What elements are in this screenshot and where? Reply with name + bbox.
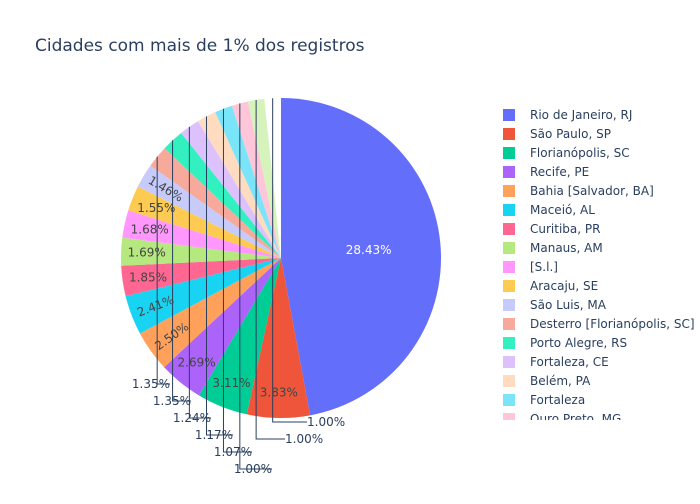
legend-item-ouro-preto-mg[interactable]: Ouro Preto, MG xyxy=(503,412,621,426)
legend-item-florianopolis-sc[interactable]: Florianópolis, SC xyxy=(503,146,630,160)
legend-item-bahia-salvador-ba[interactable]: Bahia [Salvador, BA] xyxy=(503,184,654,198)
legend-label: Maceió, AL xyxy=(530,203,595,217)
legend-swatch xyxy=(503,375,515,387)
legend-swatch xyxy=(503,394,515,406)
pie-slice-6-maceio-al[interactable] xyxy=(125,258,281,334)
legend-item-curitiba-pr[interactable]: Curitiba, PR xyxy=(503,222,600,236)
legend-swatch xyxy=(503,299,515,311)
percent-label-1: 28.43% xyxy=(346,243,392,257)
legend-label: [S.l.] xyxy=(530,260,558,274)
pie-slice-8-manaus-am[interactable] xyxy=(121,237,281,266)
percent-label-10: 1.55% xyxy=(137,201,175,215)
leader-line-16 xyxy=(222,108,252,453)
leader-line-17 xyxy=(239,103,272,470)
leader-line-19 xyxy=(272,98,307,423)
legend-swatch xyxy=(503,356,515,368)
legend-label: Bahia [Salvador, BA] xyxy=(530,184,654,198)
legend-item-manaus-am[interactable]: Manaus, AM xyxy=(503,241,603,255)
legend-label: Fortaleza xyxy=(530,393,585,407)
legend-item-fortaleza-ce[interactable]: Fortaleza, CE xyxy=(503,355,609,369)
percent-label-4: 2.69% xyxy=(178,356,216,370)
legend-swatch xyxy=(503,413,515,420)
legend-item-porto-alegre-rs[interactable]: Porto Alegre, RS xyxy=(503,336,627,350)
legend-items: Rio de Janeiro, RJ São Paulo, SP Florianóp… xyxy=(503,108,695,426)
legend-swatch xyxy=(503,318,515,330)
legend-item-recife-pe[interactable]: Recife, PE xyxy=(503,165,589,179)
legend-item-sao-luis-ma[interactable]: São Luis, MA xyxy=(503,298,607,312)
chart-title: Cidades com mais de 1% dos registros xyxy=(35,36,365,56)
legend-swatch xyxy=(503,204,515,216)
label-leader-lines xyxy=(156,98,307,470)
legend-swatch xyxy=(503,185,515,197)
legend-label: Recife, PE xyxy=(530,165,589,179)
legend-swatch xyxy=(503,280,515,292)
legend-item-belem-pa[interactable]: Belém, PA xyxy=(503,374,591,388)
pie-slice-2-sao-paulo-sp[interactable] xyxy=(246,258,311,418)
legend-item-fortaleza[interactable]: Fortaleza xyxy=(503,393,585,407)
pie-slice-7-curitiba-pr[interactable] xyxy=(121,258,281,297)
percent-label-8: 1.69% xyxy=(128,246,166,260)
legend-swatch xyxy=(503,242,515,254)
pie-slice-12-desterro-florianopolis-sc[interactable] xyxy=(150,148,281,258)
percent-label-19: 1.00% xyxy=(307,415,345,429)
legend-item-sao-paulo-sp[interactable]: São Paulo, SP xyxy=(503,127,611,141)
legend-label: Curitiba, PR xyxy=(530,222,600,236)
legend-swatch xyxy=(503,223,515,235)
percent-label-2: 3.83% xyxy=(260,385,298,399)
leader-line-18 xyxy=(255,99,285,440)
percent-label-3: 3.11% xyxy=(212,376,250,390)
pie-slices xyxy=(121,98,441,418)
leader-line-15 xyxy=(205,116,233,436)
legend-label: Aracaju, SE xyxy=(530,279,598,293)
pie-slice-4-recife-pe[interactable] xyxy=(164,258,281,396)
legend-label: Rio de Janeiro, RJ xyxy=(530,108,632,122)
percent-label-17: 1.00% xyxy=(234,462,272,476)
pie-slice-13-porto-alegre-rs[interactable] xyxy=(164,133,281,258)
percent-label-15: 1.17% xyxy=(195,428,233,442)
legend-label: Belém, PA xyxy=(530,374,591,388)
legend-item-s-l[interactable]: [S.l.] xyxy=(503,260,558,274)
legend-label: Fortaleza, CE xyxy=(530,355,609,369)
legend-swatch xyxy=(503,261,515,273)
pie-slice-16-fortaleza[interactable] xyxy=(215,105,281,259)
legend-item-maceio-al[interactable]: Maceió, AL xyxy=(503,203,595,217)
legend-swatch xyxy=(503,109,515,121)
percent-label-13: 1.35% xyxy=(153,394,191,408)
pie-slice-11-sao-luis-ma[interactable] xyxy=(137,165,281,258)
legend-label: Desterro [Florianópolis, SC] xyxy=(530,317,695,331)
percent-label-12: 1.35% xyxy=(132,377,170,391)
leader-line-14 xyxy=(188,126,211,419)
legend-label: São Luis, MA xyxy=(530,298,607,312)
legend-item-rio-de-janeiro-rj[interactable]: Rio de Janeiro, RJ xyxy=(503,108,632,122)
leader-line-13 xyxy=(172,140,191,402)
legend-label: Ouro Preto, MG xyxy=(530,412,621,426)
legend-swatch xyxy=(503,147,515,159)
pie-slice-9-s-l[interactable] xyxy=(122,210,281,258)
percent-label-14: 1.24% xyxy=(173,411,211,425)
percent-label-16: 1.07% xyxy=(214,445,252,459)
legend-item-aracaju-se[interactable]: Aracaju, SE xyxy=(503,279,598,293)
leader-line-12 xyxy=(156,156,170,385)
percent-label-18: 1.00% xyxy=(285,432,323,446)
percent-label-9: 1.68% xyxy=(131,222,169,236)
legend-label: Porto Alegre, RS xyxy=(530,336,627,350)
percent-label-7: 1.85% xyxy=(129,270,167,284)
legend-swatch xyxy=(503,166,515,178)
pie-slice-5-bahia-salvador-ba[interactable] xyxy=(139,258,281,368)
legend[interactable]: Rio de Janeiro, RJ São Paulo, SP Florianóp… xyxy=(503,108,695,426)
legend-swatch xyxy=(503,128,515,140)
legend-label: São Paulo, SP xyxy=(530,127,611,141)
legend-label: Manaus, AM xyxy=(530,241,603,255)
legend-swatch xyxy=(503,337,515,349)
legend-label: Florianópolis, SC xyxy=(530,146,630,160)
legend-item-desterro-florianopolis-sc[interactable]: Desterro [Florianópolis, SC] xyxy=(503,317,695,331)
pie-slice-1-rio-de-janeiro-rj[interactable] xyxy=(281,98,441,416)
pie-slice-10-aracaju-se[interactable] xyxy=(128,186,281,258)
